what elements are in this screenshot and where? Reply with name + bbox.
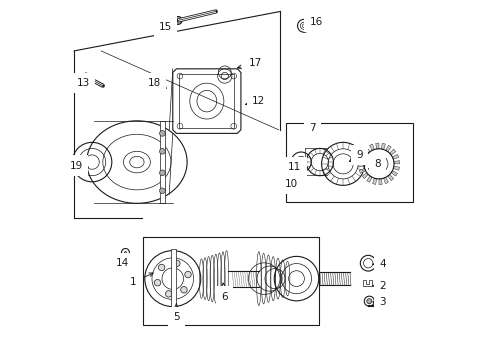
Polygon shape <box>391 154 398 159</box>
Text: 11: 11 <box>287 162 301 172</box>
Polygon shape <box>389 149 395 155</box>
Polygon shape <box>385 145 390 152</box>
Text: 14: 14 <box>116 257 129 268</box>
Bar <box>171 249 176 308</box>
Polygon shape <box>393 161 399 164</box>
Polygon shape <box>387 175 393 181</box>
Polygon shape <box>366 176 371 183</box>
Circle shape <box>82 73 89 80</box>
Polygon shape <box>378 179 382 185</box>
Circle shape <box>174 17 182 24</box>
Bar <box>285 123 412 202</box>
Polygon shape <box>381 143 385 149</box>
Text: 3: 3 <box>372 297 385 307</box>
Text: 5: 5 <box>173 304 179 322</box>
Text: 19: 19 <box>69 161 88 171</box>
Circle shape <box>181 287 187 293</box>
Polygon shape <box>179 74 234 128</box>
Text: 8: 8 <box>368 159 380 169</box>
Text: 1: 1 <box>130 273 153 287</box>
Text: 9: 9 <box>348 150 362 162</box>
Bar <box>160 121 164 203</box>
Text: 10: 10 <box>284 170 297 189</box>
Circle shape <box>159 131 165 136</box>
Text: 4: 4 <box>372 259 385 269</box>
Polygon shape <box>359 168 365 173</box>
Circle shape <box>173 260 180 267</box>
Text: 6: 6 <box>221 283 227 302</box>
Circle shape <box>154 279 161 286</box>
Text: 17: 17 <box>237 58 262 69</box>
Polygon shape <box>172 69 241 134</box>
Polygon shape <box>392 166 399 170</box>
Circle shape <box>184 271 191 278</box>
Circle shape <box>159 188 165 194</box>
Polygon shape <box>383 177 387 184</box>
Text: 2: 2 <box>372 281 385 291</box>
Circle shape <box>366 299 371 304</box>
Text: 16: 16 <box>304 17 322 27</box>
Polygon shape <box>360 152 366 157</box>
Text: 13: 13 <box>76 78 90 88</box>
Polygon shape <box>362 173 367 179</box>
Circle shape <box>159 170 165 176</box>
Text: 15: 15 <box>159 22 172 32</box>
Polygon shape <box>364 147 369 153</box>
Polygon shape <box>390 171 397 176</box>
Text: 12: 12 <box>245 96 265 106</box>
Polygon shape <box>375 143 378 149</box>
Text: 18: 18 <box>147 78 166 89</box>
Polygon shape <box>357 164 364 167</box>
Text: 7: 7 <box>309 123 315 133</box>
Polygon shape <box>372 178 376 184</box>
Polygon shape <box>362 280 371 286</box>
Circle shape <box>165 291 172 297</box>
Circle shape <box>158 264 164 271</box>
Circle shape <box>159 148 165 154</box>
Bar <box>143 237 319 325</box>
Polygon shape <box>358 157 364 162</box>
Polygon shape <box>369 144 373 150</box>
